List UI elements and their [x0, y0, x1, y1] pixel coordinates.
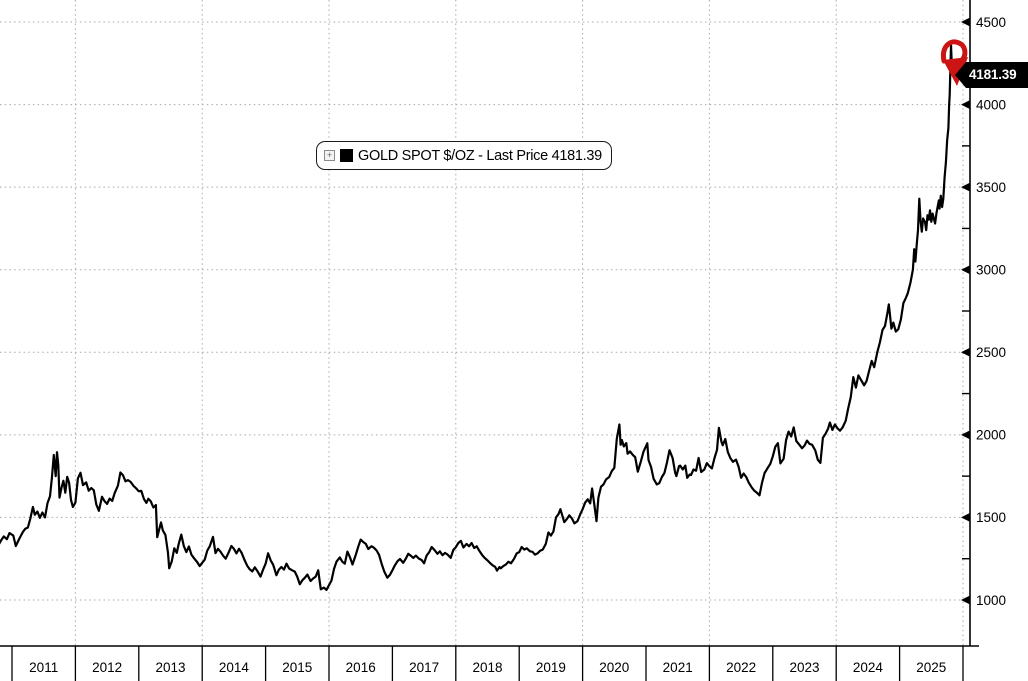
price-tag-notch-icon: [955, 62, 966, 88]
x-axis-timeline: 2011 2012 2013 2014 2015 2016 2017 2018 2019 2020…: [11, 646, 964, 681]
year-label: 2015: [282, 660, 312, 675]
year-label: 2022: [726, 660, 756, 675]
year-label: 2016: [346, 660, 376, 675]
legend-label: GOLD SPOT $/OZ - Last Price 4181.39: [358, 147, 602, 164]
y-tick-arrow-icon: [961, 100, 970, 110]
year-label: 2011: [29, 660, 58, 675]
y-tick-arrow-icon: [961, 17, 970, 27]
year-label: 2012: [92, 660, 122, 675]
year-label: 2023: [789, 660, 819, 675]
gold-price-line: [0, 44, 954, 591]
gridlines: [0, 0, 970, 646]
legend-box[interactable]: + GOLD SPOT $/OZ - Last Price 4181.39: [316, 141, 612, 170]
y-tick-label: 3000: [976, 263, 1006, 278]
axis-frame: [0, 0, 979, 647]
y-tick-label: 1000: [976, 593, 1006, 608]
y-tick-label: 2500: [976, 345, 1006, 360]
year-label: 2017: [409, 660, 439, 675]
year-label: 2024: [853, 660, 884, 675]
y-tick-arrow-icon: [961, 265, 970, 275]
y-tick-label: 3500: [976, 180, 1006, 195]
y-tick-arrow-icon: [961, 430, 970, 440]
legend-expand-icon[interactable]: +: [324, 150, 335, 161]
y-tick-label: 2000: [976, 428, 1006, 443]
y-tick-arrow-icon: [961, 182, 970, 192]
year-label: 2018: [472, 660, 502, 675]
last-price-tag: 4181.39: [955, 62, 1028, 88]
y-axis: 4500 4000 3500 3000 2500 2000 1500 1000: [961, 15, 1006, 608]
price-tag-value: 4181.39: [966, 62, 1028, 88]
year-label: 2013: [155, 660, 185, 675]
year-label: 2021: [663, 660, 693, 675]
series-swatch-icon: [340, 149, 353, 162]
y-tick-arrow-icon: [961, 595, 970, 605]
y-tick-arrow-icon: [961, 512, 970, 522]
y-tick-label: 4500: [976, 15, 1006, 30]
y-tick-label: 4000: [976, 97, 1006, 112]
y-tick-arrow-icon: [961, 347, 970, 357]
year-label: 2025: [916, 660, 946, 675]
year-label: 2014: [219, 660, 250, 675]
y-tick-label: 1500: [976, 510, 1006, 525]
year-label: 2020: [599, 660, 629, 675]
year-label: 2019: [536, 660, 566, 675]
